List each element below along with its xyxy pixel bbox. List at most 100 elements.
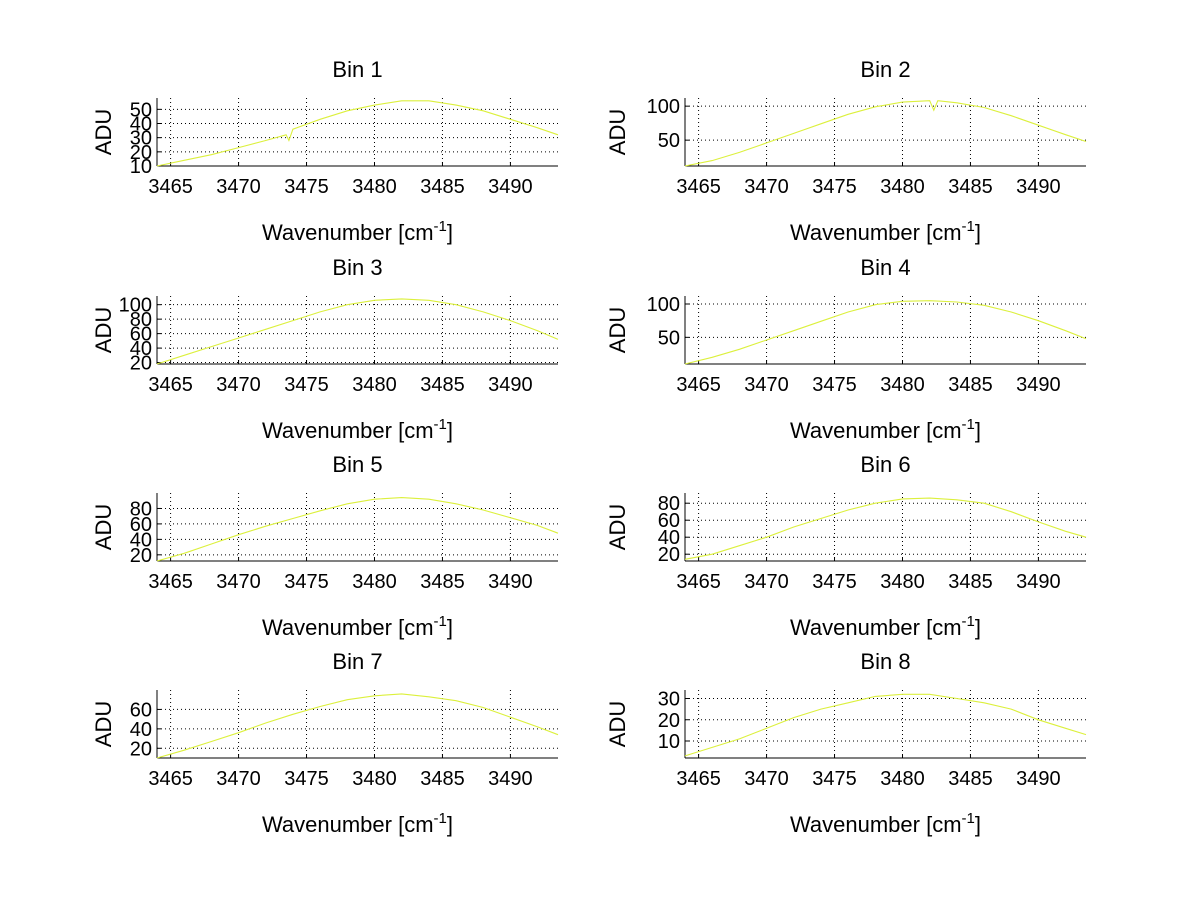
- chart-7-x-tick-label: 3475: [284, 768, 329, 790]
- chart-1-y-tick-label: 40: [130, 114, 152, 136]
- chart-2-series-line: [684, 100, 1087, 167]
- chart-5-y-tick-label: 80: [130, 498, 152, 520]
- chart-2-y-tick-label: 100: [647, 96, 680, 118]
- chart-4-y-axis-label: ADU: [605, 307, 630, 353]
- chart-3-plot-area: [157, 296, 558, 364]
- chart-4-y-tick-label: 100: [647, 294, 680, 316]
- chart-4-x-axis-label: Wavenumber [cm-1]: [790, 416, 981, 443]
- chart-5-y-axis-label: ADU: [91, 504, 116, 550]
- chart-4-y-tick-label: 50: [658, 327, 680, 349]
- chart-6-plot-area: [685, 493, 1086, 561]
- chart-3-y-tick-label: 100: [119, 295, 152, 317]
- chart-1-y-tick-label: 20: [130, 142, 152, 164]
- chart-8-y-tick-label: 10: [658, 731, 680, 753]
- chart-4-plot-area: [685, 296, 1086, 364]
- chart-1-x-tick-label: 3490: [488, 176, 533, 198]
- chart-8-x-tick-label: 3485: [948, 768, 993, 790]
- chart-4-panel: 3465 3470 3475 3480 3485 3490 50 100 Bin 4 Wavenu…: [605, 255, 1087, 443]
- chart-5-title: Bin 5: [332, 452, 382, 477]
- chart-4-x-tick-label: 3470: [744, 374, 789, 396]
- chart-6-x-tick-label: 3470: [744, 571, 789, 593]
- chart-8-title: Bin 8: [860, 649, 910, 674]
- chart-7-y-tick-label: 40: [130, 719, 152, 741]
- chart-1-y-tick-label: 30: [130, 128, 152, 150]
- chart-7-y-tick-label: 60: [130, 699, 152, 721]
- chart-3-title: Bin 3: [332, 255, 382, 280]
- chart-1-y-axis-label: ADU: [91, 109, 116, 155]
- chart-4-x-tick-label: 3485: [948, 374, 993, 396]
- chart-8-y-tick-label: 20: [658, 710, 680, 732]
- chart-2-y-tick-label: 50: [658, 130, 680, 152]
- chart-5-x-tick-label: 3485: [420, 571, 465, 593]
- chart-1-x-tick-label: 3480: [352, 176, 397, 198]
- chart-2-x-tick-label: 3485: [948, 176, 993, 198]
- chart-3-y-tick-label: 80: [130, 309, 152, 331]
- chart-2-x-tick-label: 3465: [676, 176, 721, 198]
- chart-7-x-tick-label: 3465: [148, 768, 193, 790]
- chart-6-x-tick-label: 3490: [1016, 571, 1061, 593]
- chart-1-x-axis-label: Wavenumber [cm-1]: [262, 218, 453, 245]
- chart-8-x-tick-label: 3480: [880, 768, 925, 790]
- chart-6-y-axis-label: ADU: [605, 504, 630, 550]
- chart-6-x-tick-label: 3485: [948, 571, 993, 593]
- chart-7-x-axis-label: Wavenumber [cm-1]: [262, 810, 453, 837]
- chart-8-y-axis-label: ADU: [605, 701, 630, 747]
- chart-3-y-tick-label: 20: [130, 353, 152, 375]
- chart-7-y-tick-label: 20: [130, 738, 152, 760]
- chart-7-x-tick-label: 3485: [420, 768, 465, 790]
- chart-6-y-tick-label: 80: [658, 493, 680, 515]
- chart-4-x-tick-label: 3465: [676, 374, 721, 396]
- chart-8-x-axis-label: Wavenumber [cm-1]: [790, 810, 981, 837]
- chart-6-title: Bin 6: [860, 452, 910, 477]
- chart-3-x-tick-label: 3480: [352, 374, 397, 396]
- chart-3-x-tick-label: 3475: [284, 374, 329, 396]
- chart-2-y-axis-label: ADU: [605, 109, 630, 155]
- chart-2-x-axis-label: Wavenumber [cm-1]: [790, 218, 981, 245]
- chart-6-y-tick-label: 40: [658, 527, 680, 549]
- chart-6-x-tick-label: 3465: [676, 571, 721, 593]
- chart-3-x-tick-label: 3485: [420, 374, 465, 396]
- chart-4-x-tick-label: 3475: [812, 374, 857, 396]
- chart-3-series-line: [156, 298, 559, 365]
- chart-5-x-tick-label: 3470: [216, 571, 261, 593]
- chart-7-title: Bin 7: [332, 649, 382, 674]
- chart-5-y-tick-label: 60: [130, 514, 152, 536]
- chart-7-x-tick-label: 3490: [488, 768, 533, 790]
- chart-7-y-axis-label: ADU: [91, 701, 116, 747]
- chart-8-series-line: [684, 693, 1087, 757]
- chart-3-x-tick-label: 3470: [216, 374, 261, 396]
- chart-5-y-tick-label: 20: [130, 545, 152, 567]
- chart-4-x-tick-label: 3490: [1016, 374, 1061, 396]
- chart-1-x-tick-label: 3485: [420, 176, 465, 198]
- chart-5-x-tick-label: 3480: [352, 571, 397, 593]
- chart-2-panel: 3465 3470 3475 3480 3485 3490 50 100 Bin 2 Wavenu…: [605, 57, 1087, 245]
- chart-5-x-tick-label: 3475: [284, 571, 329, 593]
- chart-1-y-tick-label: 10: [130, 156, 152, 178]
- chart-8-y-tick-label: 30: [658, 689, 680, 711]
- chart-2-plot-area: [685, 98, 1086, 166]
- chart-3-x-tick-label: 3465: [148, 374, 193, 396]
- chart-5-x-tick-label: 3465: [148, 571, 193, 593]
- chart-1-x-tick-label: 3465: [148, 176, 193, 198]
- chart-6-x-tick-label: 3475: [812, 571, 857, 593]
- chart-3-x-axis-label: Wavenumber [cm-1]: [262, 416, 453, 443]
- chart-6-y-tick-label: 20: [658, 544, 680, 566]
- chart-8-x-tick-label: 3475: [812, 768, 857, 790]
- chart-5-x-axis-label: Wavenumber [cm-1]: [262, 613, 453, 640]
- chart-7-series-line: [156, 693, 559, 759]
- chart-2-title: Bin 2: [860, 57, 910, 82]
- chart-8-x-tick-label: 3490: [1016, 768, 1061, 790]
- chart-8-plot-area: [685, 690, 1086, 758]
- chart-2-x-tick-label: 3480: [880, 176, 925, 198]
- chart-5-plot-area: [157, 493, 558, 561]
- chart-3-x-tick-label: 3490: [488, 374, 533, 396]
- chart-5-x-tick-label: 3490: [488, 571, 533, 593]
- chart-1-title: Bin 1: [332, 57, 382, 82]
